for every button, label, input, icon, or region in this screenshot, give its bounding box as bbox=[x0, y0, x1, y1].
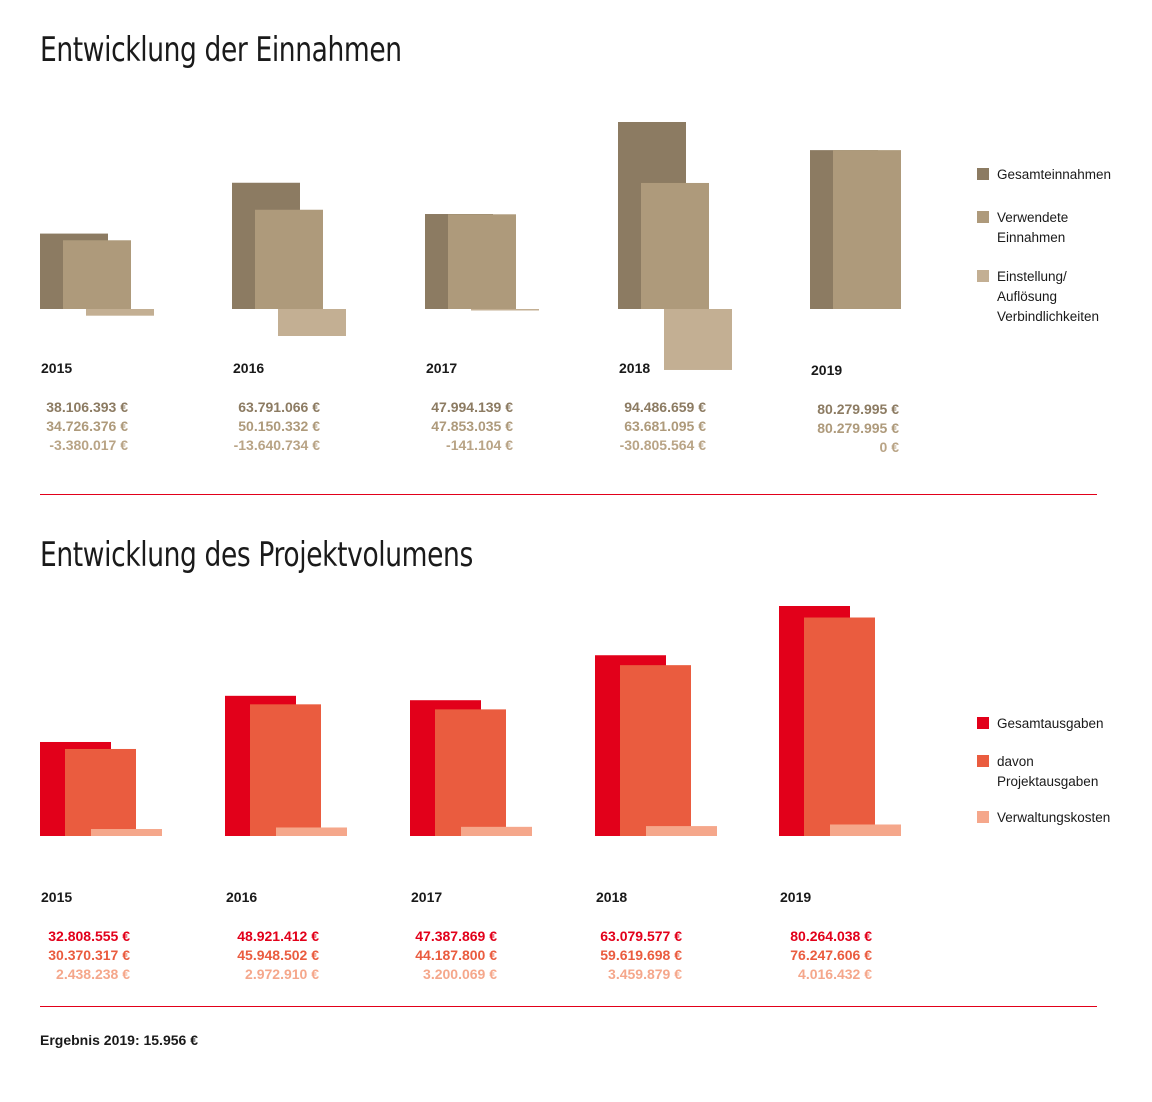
legend-swatch bbox=[977, 211, 989, 223]
projekt-year-label: 2019 bbox=[780, 889, 812, 905]
einnahmen-value-block: 94.486.659 € 63.681.095 € -30.805.564 € bbox=[546, 398, 706, 455]
legend-swatch bbox=[977, 717, 989, 729]
projekt-bar-2017-3 bbox=[461, 826, 532, 836]
chart-title-einnahmen: Entwicklung der Einnahmen bbox=[40, 30, 402, 70]
einnahmen-year-label: 2018 bbox=[619, 360, 651, 376]
projekt-value-label: 80.264.038 € bbox=[790, 928, 872, 944]
einnahmen-year-label: 2017 bbox=[426, 360, 458, 376]
projekt-value-label: 45.948.502 € bbox=[237, 947, 319, 963]
einnahmen-value-label: -13.640.734 € bbox=[233, 437, 320, 453]
legend-label: Verwendete Einnahmen bbox=[997, 210, 1069, 245]
einnahmen-value-label: 47.853.035 € bbox=[431, 418, 513, 434]
projekt-value-label: 47.387.869 € bbox=[415, 928, 497, 944]
projekt-value-label: 30.370.317 € bbox=[48, 947, 130, 963]
einnahmen-bar-2016-2 bbox=[255, 209, 323, 309]
einnahmen-value-label: 94.486.659 € bbox=[624, 399, 706, 415]
einnahmen-value-label: 47.994.139 € bbox=[431, 399, 513, 415]
projekt-value-label: 59.619.698 € bbox=[600, 947, 682, 963]
projekt-value-block: 80.264.038 € 76.247.606 € 4.016.432 € bbox=[712, 927, 872, 984]
einnahmen-value-label: 50.150.332 € bbox=[238, 418, 320, 434]
einnahmen-value-label: -3.380.017 € bbox=[49, 437, 128, 453]
projekt-value-block: 47.387.869 € 44.187.800 € 3.200.069 € bbox=[337, 927, 497, 984]
projekt-year-label: 2018 bbox=[596, 889, 628, 905]
projekt-bar-2019-2 bbox=[804, 617, 875, 836]
einnahmen-value-block: 38.106.393 € 34.726.376 € -3.380.017 € bbox=[0, 398, 128, 455]
projekt-bar-2018-2 bbox=[620, 665, 691, 836]
legend-label: Verwaltungskosten bbox=[997, 810, 1111, 825]
einnahmen-bar-2017-3 bbox=[471, 309, 539, 311]
projekt-value-block: 63.079.577 € 59.619.698 € 3.459.879 € bbox=[522, 927, 682, 984]
projekt-year-label: 2017 bbox=[411, 889, 443, 905]
projekt-value-block: 48.921.412 € 45.948.502 € 2.972.910 € bbox=[159, 927, 319, 984]
projekt-value-label: 76.247.606 € bbox=[790, 947, 872, 963]
einnahmen-value-label: -141.104 € bbox=[446, 437, 513, 453]
legend-swatch bbox=[977, 270, 989, 282]
legend-label: Gesamteinnahmen bbox=[997, 167, 1112, 182]
einnahmen-bar-2018-2 bbox=[641, 182, 709, 309]
projekt-value-label: 4.016.432 € bbox=[798, 966, 872, 982]
projekt-value-label: 3.459.879 € bbox=[608, 966, 682, 982]
projekt-value-label: 2.972.910 € bbox=[245, 966, 319, 982]
projekt-bar-2019-3 bbox=[830, 824, 901, 836]
einnahmen-value-block: 63.791.066 € 50.150.332 € -13.640.734 € bbox=[160, 398, 320, 455]
einnahmen-value-label: -30.805.564 € bbox=[619, 437, 706, 453]
projekt-value-label: 44.187.800 € bbox=[415, 947, 497, 963]
einnahmen-bar-2015-2 bbox=[63, 240, 131, 309]
legend-label: Gesamtausgaben bbox=[997, 716, 1104, 731]
projekt-year-label: 2016 bbox=[226, 889, 258, 905]
result-text: Ergebnis 2019: 15.956 € bbox=[40, 1032, 198, 1048]
chart-title-projektvolumen: Entwicklung des Projektvolumens bbox=[40, 535, 473, 575]
legend-swatch bbox=[977, 811, 989, 823]
einnahmen-value-block: 47.994.139 € 47.853.035 € -141.104 € bbox=[353, 398, 513, 455]
projekt-value-label: 2.438.238 € bbox=[56, 966, 130, 982]
einnahmen-value-label: 80.279.995 € bbox=[817, 401, 899, 417]
chart-projektvolumen bbox=[40, 606, 901, 836]
einnahmen-value-label: 80.279.995 € bbox=[817, 420, 899, 436]
einnahmen-value-label: 63.681.095 € bbox=[624, 418, 706, 434]
projekt-bar-2016-3 bbox=[276, 827, 347, 836]
legend-swatch bbox=[977, 168, 989, 180]
einnahmen-year-label: 2016 bbox=[233, 360, 265, 376]
einnahmen-bar-2018-3 bbox=[664, 309, 732, 370]
einnahmen-bar-2015-3 bbox=[86, 309, 154, 316]
projekt-value-label: 48.921.412 € bbox=[237, 928, 319, 944]
projekt-bar-2017-2 bbox=[435, 709, 506, 836]
projekt-year-label: 2015 bbox=[41, 889, 73, 905]
projekt-value-label: 63.079.577 € bbox=[600, 928, 682, 944]
section-divider bbox=[40, 494, 1097, 495]
projekt-value-block: 32.808.555 € 30.370.317 € 2.438.238 € bbox=[0, 927, 130, 984]
projekt-bar-2018-3 bbox=[646, 826, 717, 836]
einnahmen-year-label: 2019 bbox=[811, 362, 843, 378]
projekt-bar-2015-2 bbox=[65, 748, 136, 836]
einnahmen-value-label: 0 € bbox=[879, 439, 899, 455]
einnahmen-bar-2019-2 bbox=[833, 150, 901, 309]
section-divider bbox=[40, 1006, 1097, 1007]
einnahmen-bar-2016-3 bbox=[278, 309, 346, 336]
einnahmen-bar-2017-2 bbox=[448, 214, 516, 309]
einnahmen-value-label: 38.106.393 € bbox=[46, 399, 128, 415]
einnahmen-value-label: 63.791.066 € bbox=[238, 399, 320, 415]
einnahmen-value-label: 34.726.376 € bbox=[46, 418, 128, 434]
einnahmen-year-label: 2015 bbox=[41, 360, 73, 376]
legend-swatch bbox=[977, 755, 989, 767]
projekt-bar-2015-3 bbox=[91, 829, 162, 836]
projekt-value-label: 32.808.555 € bbox=[48, 928, 130, 944]
projekt-value-label: 3.200.069 € bbox=[423, 966, 497, 982]
legend-label: davon Projektausgaben bbox=[997, 754, 1099, 789]
einnahmen-value-block: 80.279.995 € 80.279.995 € 0 € bbox=[739, 400, 899, 457]
legend-label: Einstellung/ Auflösung Verbindlichkeiten bbox=[997, 269, 1100, 324]
projekt-bar-2016-2 bbox=[250, 704, 321, 836]
chart-einnahmen bbox=[40, 122, 901, 370]
